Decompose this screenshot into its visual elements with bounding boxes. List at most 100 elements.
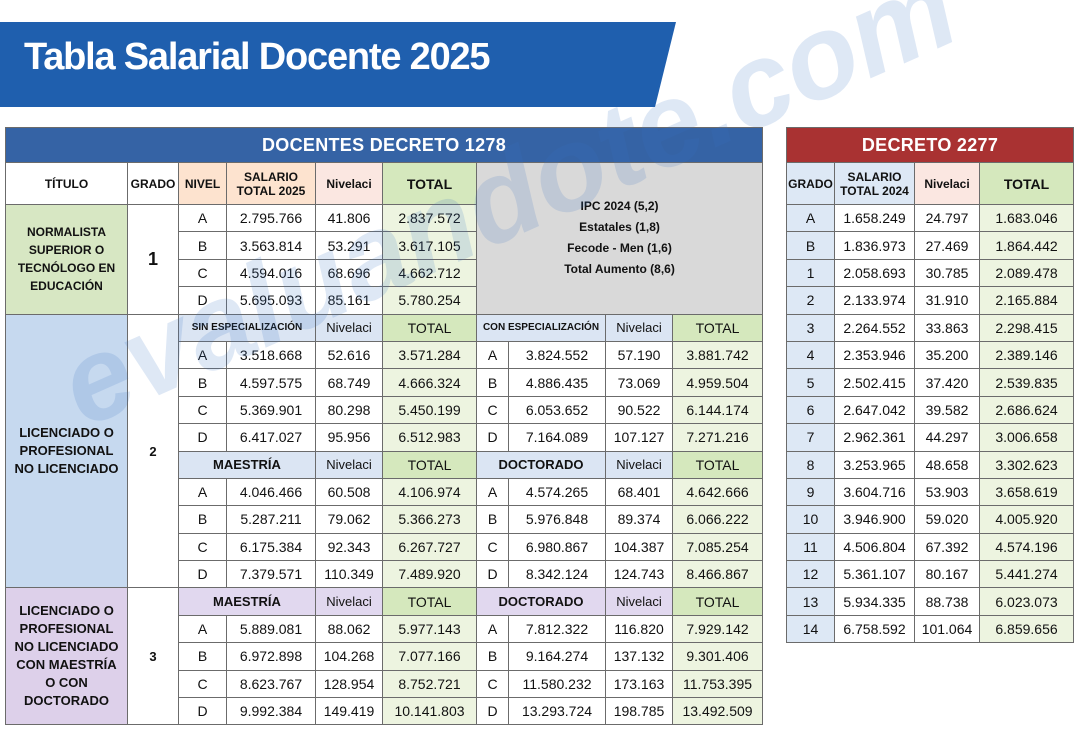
data-cell: 9 — [786, 477, 835, 507]
data-cell: 128.954 — [315, 669, 383, 699]
note: IPC 2024 (5,2) Estatales (1,8) Fecode - Me… — [475, 162, 764, 315]
data-cell: C — [178, 258, 227, 288]
table-row: C 6.175.384 92.343 6.267.727 C 6.980.867 104.3… — [6, 532, 764, 562]
data-cell: 5.450.199 — [382, 395, 477, 425]
data-cell: 4.597.575 — [226, 368, 316, 397]
data-cell: 11 — [786, 532, 835, 562]
data-cell: 2.539.835 — [978, 368, 1075, 397]
data-cell: 4.959.504 — [671, 368, 764, 397]
data-cell: 8.623.767 — [226, 669, 316, 699]
data-cell: 2.686.624 — [978, 395, 1075, 425]
data-cell: 53.291 — [315, 231, 383, 260]
data-cell: B — [178, 231, 227, 260]
data-cell: 88.062 — [315, 614, 383, 644]
data-cell: 67.392 — [914, 532, 980, 562]
note-line: Total Aumento (8,6) — [564, 262, 675, 277]
data-cell: 3.006.658 — [978, 423, 1075, 452]
data-cell: 3.518.668 — [226, 340, 316, 370]
data-cell: 2.962.361 — [834, 423, 915, 452]
data-cell: 4.666.324 — [382, 368, 477, 397]
data-cell: 104.268 — [315, 642, 383, 671]
data-cell: 2.264.552 — [834, 313, 915, 342]
subheader: Nivelaci — [315, 587, 383, 616]
data-cell: 12 — [786, 560, 835, 589]
note-line: IPC 2024 (5,2) — [580, 199, 659, 214]
data-cell: 7.929.142 — [671, 614, 764, 644]
data-cell: 5.369.901 — [226, 395, 316, 425]
data-cell: B — [786, 231, 835, 260]
data-cell: 60.508 — [315, 477, 383, 507]
data-cell: 13.293.724 — [508, 697, 606, 726]
data-cell: 68.749 — [315, 368, 383, 397]
data-cell: 4.642.666 — [671, 477, 764, 507]
table-row: C 4.594.016 68.696 4.662.712 — [6, 258, 763, 288]
subheader: TOTAL — [671, 587, 764, 616]
data-cell: 4.046.466 — [226, 477, 316, 507]
data-cell: 13.492.509 — [671, 697, 764, 726]
data-cell: 68.401 — [605, 477, 673, 507]
data-cell: 7.489.920 — [382, 560, 477, 589]
data-cell: 68.696 — [315, 258, 383, 288]
data-cell: 89.374 — [605, 505, 673, 534]
table-row: DOCENTES DECRETO 1278 — [4, 127, 764, 163]
data-cell: 101.064 — [914, 614, 980, 644]
data-cell: D — [178, 286, 227, 315]
data-cell: 6.859.656 — [978, 614, 1075, 644]
data-cell: 4.574.196 — [978, 532, 1075, 562]
data-cell: C — [178, 395, 227, 425]
data-cell: 2 — [786, 286, 835, 315]
table-row: C 5.369.901 80.298 5.450.199 C 6.053.652 90.52… — [6, 395, 764, 425]
data-cell: 1.683.046 — [978, 203, 1075, 233]
data-cell: 6.023.073 — [978, 587, 1075, 616]
note-line: Estatales (1,8) — [579, 220, 660, 235]
data-cell: 5.441.274 — [978, 560, 1075, 589]
data-cell: A — [178, 477, 227, 507]
data-cell: 79.062 — [315, 505, 383, 534]
subheader: CON ESPECIALIZACIÓN — [476, 313, 606, 342]
data-cell: 7.164.089 — [508, 423, 606, 452]
grade-cell: 1 — [127, 204, 179, 315]
data-cell: 3.563.814 — [226, 231, 316, 260]
data-cell: 57.190 — [605, 340, 673, 370]
table-title: DECRETO 2277 — [785, 127, 1075, 163]
data-cell: 2.133.974 — [834, 286, 915, 315]
data-cell: 6.972.898 — [226, 642, 316, 671]
data-cell: 39.582 — [914, 395, 980, 425]
data-cell: 27.469 — [914, 231, 980, 260]
data-cell: B — [178, 642, 227, 671]
data-cell: 5.934.335 — [834, 587, 915, 616]
data-cell: 3.253.965 — [834, 450, 915, 479]
subheader: TOTAL — [382, 313, 477, 342]
data-cell: 8 — [786, 450, 835, 479]
data-cell: 6.980.867 — [508, 532, 606, 562]
table-row: A 3.518.668 52.616 3.571.284 A 3.824.552 57.19… — [6, 340, 764, 370]
data-cell: 33.863 — [914, 313, 980, 342]
subheader: DOCTORADO — [476, 450, 606, 479]
data-cell: 3.571.284 — [382, 340, 477, 370]
title-cell: LICENCIADO O PROFESIONAL NO LICENCIADO — [5, 313, 128, 589]
data-cell: D — [476, 423, 509, 452]
column-header: Nivelaci — [315, 162, 383, 205]
table-row: MAESTRÍA Nivelaci TOTAL DOCTORADO Nivelaci TO… — [6, 450, 764, 479]
data-cell: A — [476, 477, 509, 507]
subheader: MAESTRÍA — [178, 450, 316, 479]
table-row: LICENCIADO O PROFESIONAL NO LICENCIADO C… — [5, 587, 764, 726]
data-cell: 95.956 — [315, 423, 383, 452]
data-cell: 4.005.920 — [978, 505, 1075, 534]
data-cell: 53.903 — [914, 477, 980, 507]
data-cell: 11.580.232 — [508, 669, 606, 699]
data-cell: 5.780.254 — [382, 286, 477, 315]
data-cell: 173.163 — [605, 669, 673, 699]
data-cell: 4.886.435 — [508, 368, 606, 397]
table-decreto-2277: DECRETO 2277 GRADO SALARIO TOTAL 2024 Nivel… — [785, 127, 1075, 644]
data-cell: 2.058.693 — [834, 258, 915, 288]
data-cell: 4.106.974 — [382, 477, 477, 507]
data-cell: 5.695.093 — [226, 286, 316, 315]
data-cell: B — [178, 368, 227, 397]
data-cell: 110.349 — [315, 560, 383, 589]
data-cell: 7.271.216 — [671, 423, 764, 452]
data-cell: 3.617.105 — [382, 231, 477, 260]
table-row: NORMALISTA SUPERIOR O TECNÓLOGO EN EDUCA… — [5, 203, 763, 315]
data-cell: 37.420 — [914, 368, 980, 397]
data-cell: 8.342.124 — [508, 560, 606, 589]
